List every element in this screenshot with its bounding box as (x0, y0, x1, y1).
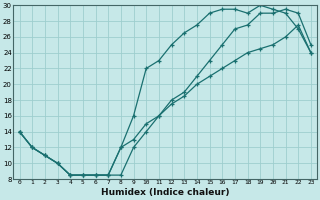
X-axis label: Humidex (Indice chaleur): Humidex (Indice chaleur) (101, 188, 229, 197)
